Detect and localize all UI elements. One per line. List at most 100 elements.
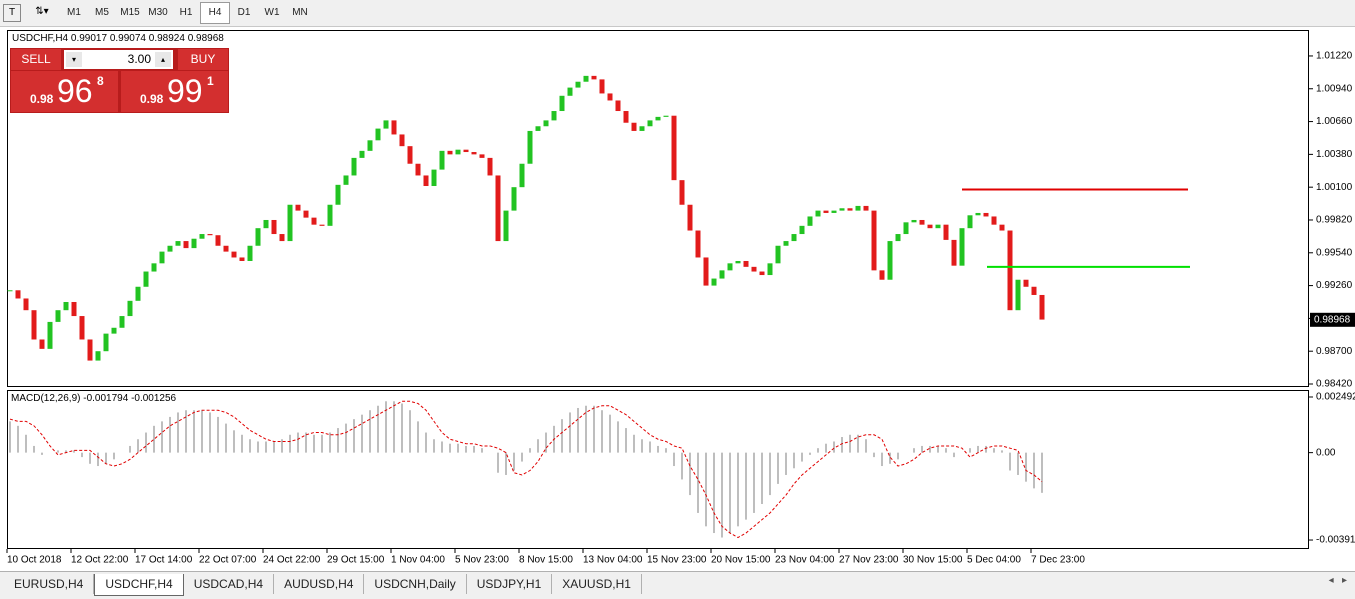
candle	[807, 216, 813, 226]
candle	[135, 286, 141, 301]
candle	[823, 210, 829, 213]
tab[interactable]: XAUUSD,H1	[552, 574, 642, 594]
timeframe[interactable]: W1	[264, 7, 280, 18]
lot-down[interactable]: ▾	[66, 52, 82, 67]
ohlc-low: 0.98924	[149, 33, 186, 44]
x-tick-label: 5 Nov 23:00	[455, 555, 509, 566]
candle	[847, 208, 853, 211]
x-tick-label: 12 Oct 22:00	[71, 555, 129, 566]
x-tick-label: 30 Nov 15:00	[903, 555, 963, 566]
candle	[815, 210, 821, 217]
y-tick-label: 0.00	[1316, 447, 1336, 458]
tool-icon[interactable]: T	[3, 4, 21, 22]
candle	[951, 239, 957, 266]
tab[interactable]: USDCAD,H4	[184, 574, 275, 594]
x-tick-label: 10 Oct 2018	[7, 555, 62, 566]
bid-price[interactable]: 0.98 96 8	[11, 71, 118, 112]
buy-button[interactable]: BUY	[178, 49, 228, 70]
candle	[623, 111, 629, 123]
x-tick-label: 29 Oct 15:00	[327, 555, 385, 566]
timeframe[interactable]: MN	[292, 7, 308, 18]
candle	[63, 301, 69, 311]
tab[interactable]: USDCNH,Daily	[364, 574, 467, 594]
candle	[831, 210, 837, 213]
candle	[55, 310, 61, 322]
x-tick-label: 24 Oct 22:00	[263, 555, 321, 566]
candle	[295, 204, 301, 211]
bid-small: 0.98	[30, 92, 54, 106]
timeframe[interactable]: M5	[95, 7, 109, 18]
candle	[775, 245, 781, 264]
candle	[551, 111, 557, 121]
tab[interactable]: EURUSD,H4	[4, 574, 95, 594]
sell-button[interactable]: SELL	[11, 49, 61, 70]
ohlc-open: 0.99017	[71, 33, 108, 44]
timeframe[interactable]: M1	[67, 7, 81, 18]
bid-big: 96	[57, 73, 93, 109]
candle	[87, 339, 93, 361]
symbol: USDCHF,H4	[12, 33, 69, 44]
x-tick-label: 7 Dec 23:00	[1031, 555, 1085, 566]
timeframe[interactable]: D1	[237, 7, 251, 18]
candle	[159, 251, 165, 264]
ask-big: 99	[167, 73, 203, 109]
current-price-box	[1310, 312, 1355, 327]
timeframe[interactable]: M30	[148, 7, 168, 18]
x-tick-label: 27 Nov 23:00	[839, 555, 899, 566]
candle	[183, 241, 189, 249]
candle	[191, 238, 197, 249]
candle	[463, 149, 469, 153]
candle	[231, 251, 237, 258]
candle	[23, 298, 29, 311]
tab[interactable]: AUDUSD,H4	[274, 574, 365, 594]
candle	[423, 175, 429, 187]
x-tick-label: 20 Nov 15:00	[711, 555, 771, 566]
candle	[663, 115, 669, 117]
candle	[959, 228, 965, 266]
one-click-trading: SELL ▾ 3.00 ▴ BUY 0.98 96 8 0.98 99 1	[10, 48, 229, 113]
timeframe[interactable]: H1	[179, 7, 193, 18]
lot-value: 3.00	[127, 52, 151, 66]
candle	[751, 266, 757, 272]
candle	[487, 157, 493, 176]
signal-line	[9, 400, 1043, 539]
candle	[511, 187, 517, 211]
lot-input[interactable]: ▾ 3.00 ▴	[64, 50, 173, 69]
candle	[471, 152, 477, 155]
candle	[7, 290, 13, 292]
lot-up[interactable]: ▴	[155, 52, 171, 67]
timeframe[interactable]: H4	[200, 2, 230, 24]
candle	[687, 204, 693, 231]
y-tick-label: -0.003913	[1316, 535, 1355, 546]
candle	[695, 230, 701, 258]
candle	[335, 184, 341, 205]
candle	[631, 122, 637, 131]
candle	[855, 205, 861, 211]
ask-price[interactable]: 0.98 99 1	[121, 71, 228, 112]
macd-header: MACD(12,26,9) -0.001794 -0.001256	[11, 393, 177, 404]
candle	[223, 245, 229, 252]
candle	[119, 316, 125, 328]
x-tick-label: 5 Dec 04:00	[967, 555, 1021, 566]
tab[interactable]: USDJPY,H1	[467, 574, 553, 594]
candle	[647, 120, 653, 127]
candle	[799, 225, 805, 235]
tool-dropdown[interactable]: ⇅▾	[35, 6, 49, 17]
candle	[439, 150, 445, 170]
timeframe[interactable]: M15	[120, 7, 140, 18]
candle	[127, 300, 133, 317]
candle	[983, 212, 989, 217]
tab-scroll[interactable]: ◂ ▸	[1328, 575, 1347, 586]
candle	[879, 270, 885, 280]
candle	[999, 224, 1005, 231]
candle	[895, 234, 901, 242]
candle	[935, 224, 941, 229]
y-tick-label: 1.00100	[1316, 182, 1353, 193]
candle	[263, 219, 269, 229]
tab[interactable]: USDCHF,H4	[94, 574, 184, 596]
candle	[991, 216, 997, 225]
y-tick-label: 1.00380	[1316, 149, 1353, 160]
x-tick-label: 13 Nov 04:00	[583, 555, 643, 566]
candle	[279, 234, 285, 242]
